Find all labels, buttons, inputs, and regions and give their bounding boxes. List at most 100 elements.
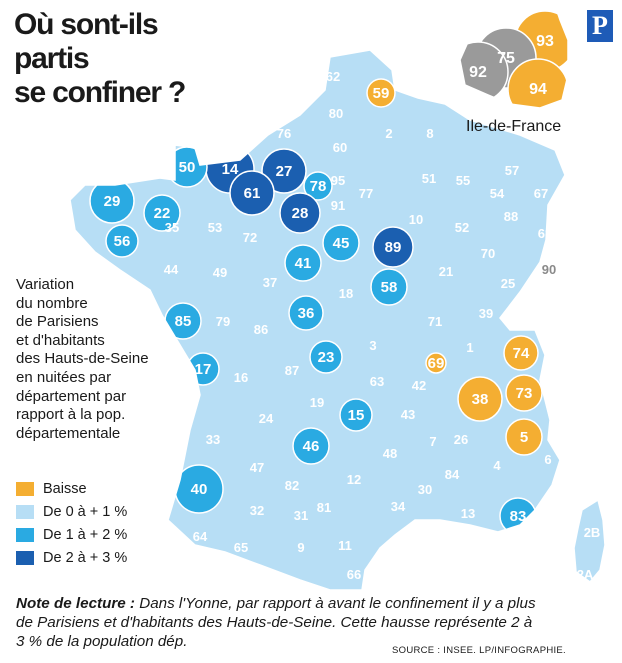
department-27 <box>261 148 307 194</box>
department-label-15: 15 <box>348 407 365 424</box>
department-label-6: 6 <box>544 452 551 467</box>
department-label-33: 33 <box>206 432 220 447</box>
department-label-46: 46 <box>303 438 320 455</box>
department-label-87: 87 <box>285 363 299 378</box>
legend-swatch <box>16 482 34 496</box>
department-label-12: 12 <box>347 472 361 487</box>
department-label-4: 4 <box>493 458 501 473</box>
department-69 <box>425 352 447 374</box>
department-label-54: 54 <box>490 186 505 201</box>
department-label-16: 16 <box>234 370 248 385</box>
department-label-60: 60 <box>333 140 347 155</box>
note-text: Dans l'Yonne, par rapport à avant le con… <box>16 595 536 650</box>
department-label-77: 77 <box>359 186 373 201</box>
department-38 <box>457 376 503 422</box>
department-label-89: 89 <box>385 239 402 256</box>
department-label-83: 83 <box>510 508 527 525</box>
department-label-2A: 2A <box>577 567 594 582</box>
legend-swatch <box>16 551 34 565</box>
department-label-26: 26 <box>454 432 468 447</box>
department-label-25: 25 <box>501 276 515 291</box>
department-22 <box>143 194 181 232</box>
department-label-56: 56 <box>114 233 131 250</box>
mainland-outline <box>69 49 566 591</box>
department-label-27: 27 <box>276 163 293 180</box>
department-label-47: 47 <box>250 460 264 475</box>
department-label-82: 82 <box>285 478 299 493</box>
department-label-23: 23 <box>318 349 335 366</box>
department-label-53: 53 <box>208 220 222 235</box>
department-label-31: 31 <box>294 508 308 523</box>
department-label-22: 22 <box>154 205 171 222</box>
department-73 <box>505 374 543 412</box>
source-credit: SOURCE : INSEE. LP/INFOGRAPHIE. <box>392 645 567 656</box>
department-label-11: 11 <box>338 538 352 553</box>
department-label-42: 42 <box>412 378 426 393</box>
department-label-32: 32 <box>250 503 264 518</box>
department-15 <box>339 398 373 432</box>
department-label-68: 68 <box>538 226 552 241</box>
department-label-88: 88 <box>504 209 518 224</box>
department-label-92: 92 <box>469 64 487 81</box>
department-label-1: 1 <box>466 340 473 355</box>
department-label-76: 76 <box>277 126 291 141</box>
department-label-94: 94 <box>529 81 547 98</box>
legend-swatch <box>16 528 34 542</box>
department-label-51: 51 <box>422 171 436 186</box>
department-74 <box>503 335 539 371</box>
department-label-38: 38 <box>472 391 489 408</box>
department-label-50: 50 <box>179 159 196 176</box>
department-58 <box>370 268 408 306</box>
department-label-9: 9 <box>297 540 304 555</box>
department-label-18: 18 <box>339 286 353 301</box>
publisher-logo: P <box>587 10 613 42</box>
department-label-28: 28 <box>292 205 309 222</box>
page-title: Où sont-ils partis se confiner ? <box>14 8 186 109</box>
department-label-90: 90 <box>542 262 556 277</box>
department-45 <box>322 224 360 262</box>
department-label-35: 35 <box>165 220 179 235</box>
department-label-91: 91 <box>331 198 345 213</box>
ile-de-france-label: Ile-de-France <box>466 118 562 135</box>
department-label-66: 66 <box>347 567 361 582</box>
department-label-86: 86 <box>254 322 268 337</box>
department-label-65: 65 <box>234 540 248 555</box>
department-label-37: 37 <box>263 275 277 290</box>
department-label-30: 30 <box>418 482 432 497</box>
reading-note: Note de lecture : Dans l'Yonne, par rapp… <box>16 594 536 651</box>
department-label-93: 93 <box>536 33 554 50</box>
department-label-10: 10 <box>409 212 423 227</box>
department-label-78: 78 <box>310 178 327 195</box>
department-label-40: 40 <box>191 481 208 498</box>
department-label-43: 43 <box>401 407 415 422</box>
department-label-17: 17 <box>195 361 212 378</box>
legend-label: De 0 à + 1 % <box>43 504 128 520</box>
legend-title: Variation du nombre de Parisiens et d'ha… <box>16 276 149 442</box>
department-78 <box>303 171 333 201</box>
department-label-85: 85 <box>175 313 192 330</box>
department-label-49: 49 <box>213 265 227 280</box>
department-label-21: 21 <box>439 264 453 279</box>
department-label-2B: 2B <box>584 525 601 540</box>
department-label-73: 73 <box>516 385 533 402</box>
department-label-14: 14 <box>222 161 239 178</box>
department-56 <box>105 224 139 258</box>
department-label-70: 70 <box>481 246 495 261</box>
department-89 <box>372 226 414 268</box>
department-label-79: 79 <box>216 314 230 329</box>
department-label-52: 52 <box>455 220 469 235</box>
department-label-63: 63 <box>370 374 384 389</box>
department-label-84: 84 <box>445 467 460 482</box>
department-label-61: 61 <box>244 185 261 202</box>
department-28 <box>279 192 321 234</box>
corsica-outline <box>573 498 606 584</box>
department-label-19: 19 <box>310 395 324 410</box>
department-label-8: 8 <box>426 126 433 141</box>
legend-swatch <box>16 505 34 519</box>
department-61 <box>229 170 275 216</box>
note-lead: Note de lecture : <box>16 595 135 612</box>
idf-outline <box>459 4 569 109</box>
department-label-64: 64 <box>193 529 208 544</box>
